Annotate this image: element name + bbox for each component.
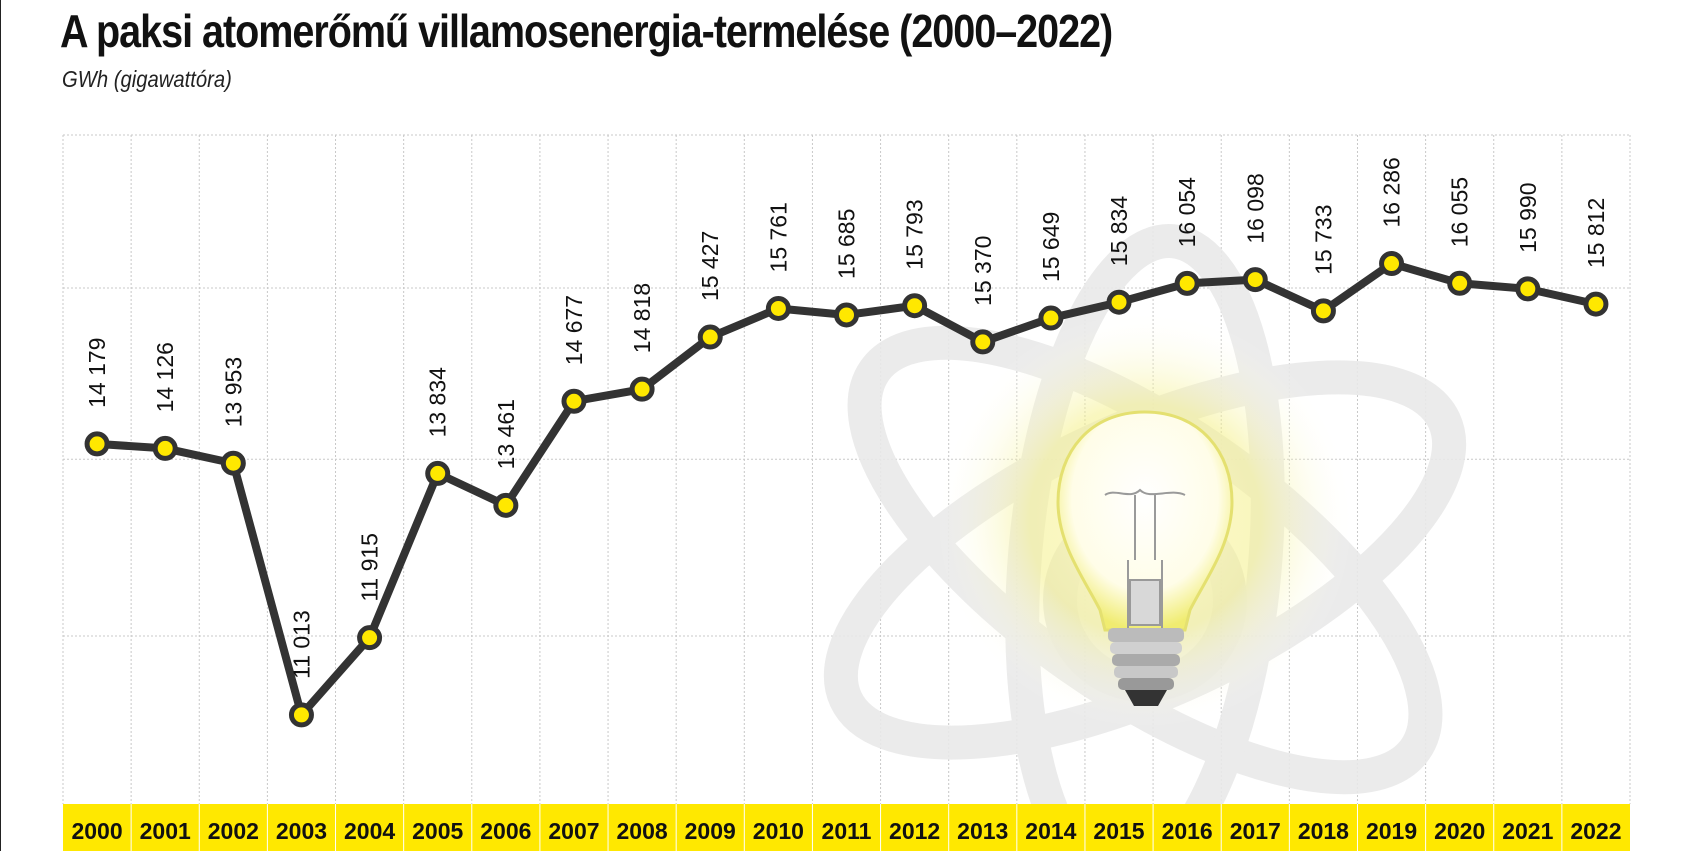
data-point <box>902 293 928 319</box>
data-label: 15 990 <box>1515 182 1541 252</box>
data-point <box>1242 267 1268 293</box>
x-tick-label: 2017 <box>1230 818 1281 844</box>
data-label: 14 677 <box>561 295 587 365</box>
x-tick-label: 2006 <box>480 818 531 844</box>
x-tick-label: 2004 <box>344 818 395 844</box>
data-point <box>357 625 383 651</box>
data-point <box>834 302 859 328</box>
data-point <box>84 431 110 457</box>
year-axis-band <box>63 804 1630 851</box>
lightbulb-icon <box>1056 410 1234 706</box>
data-label: 14 126 <box>152 342 178 412</box>
data-point <box>1583 291 1609 317</box>
data-label: 11 013 <box>288 610 314 679</box>
data-label: 15 649 <box>1038 212 1064 282</box>
x-tick-labels: 2000 2001 2002 2003 2004 2005 2006 2007 2008 2009… <box>71 818 1621 844</box>
data-labels: 14 179 14 126 13 953 11 013 11 915 13 834 13 4… <box>84 157 1609 679</box>
x-tick-label: 2001 <box>140 818 191 844</box>
x-tick-label: 2021 <box>1502 818 1553 844</box>
data-point <box>425 460 451 486</box>
x-tick-label: 2000 <box>71 818 122 844</box>
x-tick-label: 2010 <box>753 818 804 844</box>
data-point <box>1038 305 1064 331</box>
data-point <box>765 295 791 321</box>
data-point <box>697 324 723 350</box>
frame-border <box>0 0 1 851</box>
data-label: 16 055 <box>1447 177 1473 247</box>
data-point <box>1106 289 1132 315</box>
data-label: 14 818 <box>629 283 655 353</box>
data-point <box>288 702 314 728</box>
data-label: 15 812 <box>1583 198 1609 268</box>
data-label: 16 098 <box>1242 173 1268 243</box>
x-tick-label: 2015 <box>1093 818 1144 844</box>
x-tick-label: 2008 <box>617 818 668 844</box>
data-label: 15 834 <box>1106 196 1132 267</box>
x-tick-label: 2003 <box>276 818 327 844</box>
x-tick-label: 2022 <box>1570 818 1621 844</box>
data-label: 14 179 <box>84 338 110 408</box>
x-tick-label: 2005 <box>412 818 463 844</box>
data-point <box>152 435 178 461</box>
year-band <box>63 804 1630 851</box>
data-label: 16 054 <box>1174 177 1200 248</box>
data-label: 15 761 <box>765 202 791 272</box>
x-tick-label: 2018 <box>1298 818 1349 844</box>
data-label: 15 427 <box>697 231 723 301</box>
data-point <box>561 388 587 414</box>
x-tick-label: 2012 <box>889 818 940 844</box>
data-point <box>629 376 655 402</box>
data-label: 11 915 <box>357 533 383 602</box>
data-point <box>1174 270 1200 296</box>
x-tick-label: 2007 <box>548 818 599 844</box>
chart-title: A paksi atomerőmű villamosenergia-termel… <box>60 5 1113 57</box>
data-label: 16 286 <box>1379 157 1405 227</box>
x-tick-label: 2016 <box>1162 818 1213 844</box>
data-point <box>1447 270 1473 296</box>
x-tick-label: 2020 <box>1434 818 1485 844</box>
x-tick-label: 2014 <box>1025 818 1076 844</box>
data-label: 15 793 <box>902 199 928 269</box>
data-label: 13 953 <box>220 357 246 427</box>
data-point <box>970 329 996 355</box>
chart-subtitle: GWh (gigawattóra) <box>62 66 232 92</box>
data-label: 15 733 <box>1310 204 1336 274</box>
x-tick-label: 2009 <box>685 818 736 844</box>
x-tick-label: 2011 <box>822 818 872 844</box>
x-tick-label: 2013 <box>957 818 1008 844</box>
x-tick-label: 2019 <box>1366 818 1417 844</box>
data-point <box>1310 298 1336 324</box>
data-label: 15 370 <box>970 236 996 306</box>
data-label: 15 685 <box>834 209 860 279</box>
data-label: 13 461 <box>493 399 519 469</box>
data-point <box>493 492 519 518</box>
x-tick-label: 2002 <box>208 818 259 844</box>
atom-lightbulb-illustration <box>823 224 1467 851</box>
data-point <box>1379 251 1405 277</box>
data-point <box>220 450 246 476</box>
data-point <box>1515 276 1541 302</box>
data-label: 13 834 <box>425 367 451 438</box>
data-points <box>84 251 1609 728</box>
